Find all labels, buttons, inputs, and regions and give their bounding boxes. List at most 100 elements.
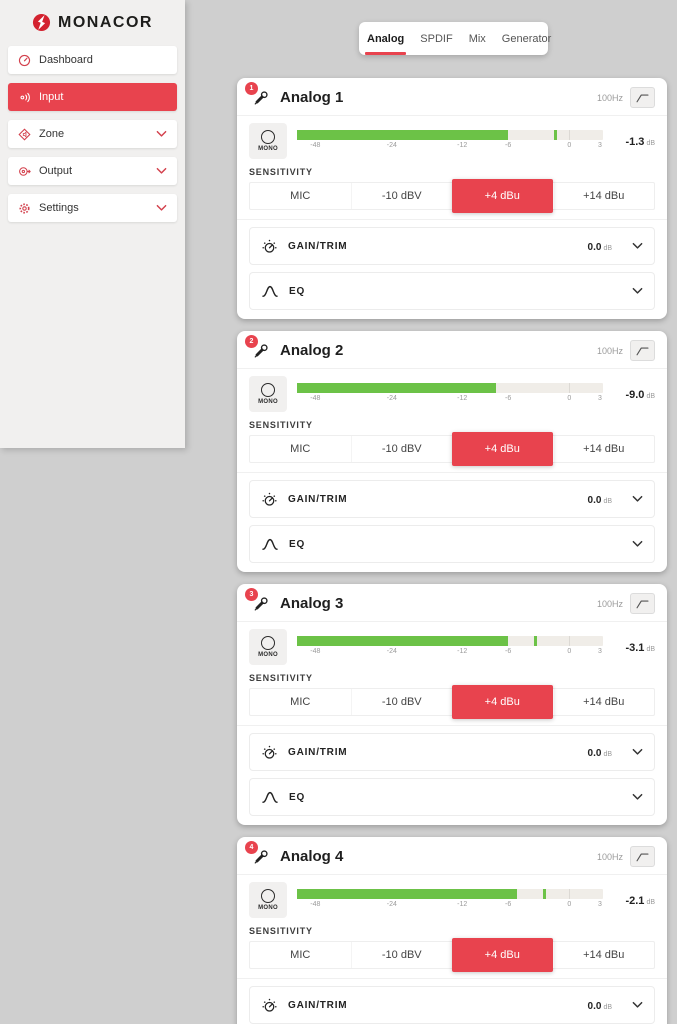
meter-zero-tick [568,382,570,393]
gain-trim-row[interactable]: GAIN/TRIM 0.0 dB [249,227,655,265]
mono-icon [261,889,275,903]
gain-value-unit: dB [603,245,612,252]
chevron-down-icon[interactable] [632,793,643,801]
sensitivity-option[interactable]: +14 dBu [552,942,655,968]
sensitivity-selector: MIC -10 dBV +4 dBu +14 dBu [249,432,655,466]
sensitivity-option[interactable]: MIC [290,949,311,961]
sensitivity-option[interactable]: +4 dBu [452,179,553,213]
mono-icon [261,383,275,397]
settings-icon [18,202,31,215]
channel-card-header: 2 Analog 2 100Hz [237,331,667,369]
gain-value-number: 0.0 [587,495,602,506]
sidebar-item-input[interactable]: Input [8,83,177,111]
tab-mix[interactable]: Mix [461,22,494,55]
mono-button[interactable]: MONO [249,629,287,665]
level-meter: -48 -24 -12 -6 0 3 [297,635,603,659]
chevron-down-icon [156,167,167,175]
chevron-down-icon[interactable] [632,540,643,548]
gain-trim-value: 0.0 dB [588,237,612,255]
monacor-logo-icon [32,13,51,32]
channel-title: Analog 4 [280,848,344,865]
tab-spdif[interactable]: SPDIF [412,22,460,55]
meter-fill [297,635,509,646]
microphone-icon: 2 [245,334,271,361]
sensitivity-option[interactable]: MIC [290,696,311,708]
sidebar-item-zone[interactable]: Zone [8,120,177,148]
sidebar-item-output[interactable]: Output [8,157,177,185]
meter-fill [297,888,518,899]
section-divider [237,219,667,220]
channel-card-header-left: 3 Analog 3 [245,587,344,614]
mono-button-label: MONO [258,146,278,152]
meter-scale-label: -12 [457,394,468,402]
sensitivity-label: SENSITIVITY [249,167,313,177]
highpass-filter-button[interactable] [630,340,655,361]
meter-scale-label: 0 [567,141,572,149]
hpf-frequency-label: 100Hz [596,92,623,103]
sensitivity-option[interactable]: +14 dBu [552,689,655,715]
sensitivity-option[interactable]: -10 dBV [350,183,453,209]
gain-trim-row[interactable]: GAIN/TRIM 0.0 dB [249,986,655,1024]
meter-track [297,888,603,899]
meter-scale-label: -48 [310,141,321,149]
channel-number-badge: 2 [245,334,258,348]
chevron-down-icon[interactable] [632,748,643,756]
sensitivity-label: SENSITIVITY [249,926,313,936]
sensitivity-option[interactable]: MIC [290,443,311,455]
mono-button[interactable]: MONO [249,123,287,159]
chevron-down-icon[interactable] [632,495,643,503]
output-icon [18,165,31,178]
sensitivity-option[interactable]: -10 dBV [350,942,453,968]
meter-scale-label: 3 [597,647,602,655]
chevron-down-icon[interactable] [632,1001,643,1009]
eq-row[interactable]: EQ [249,778,655,816]
meter-scale-label: -6 [505,647,512,655]
section-divider [237,978,667,979]
sensitivity-option[interactable]: -10 dBV [350,436,453,462]
knob-icon [261,491,278,508]
channel-title: Analog 1 [280,89,344,106]
sensitivity-option[interactable]: +14 dBu [552,436,655,462]
eq-row[interactable]: EQ [249,272,655,310]
zone-icon [18,127,31,141]
channel-card-header-right: 100Hz [597,593,655,614]
meter-scale-label: -48 [310,394,321,402]
gain-trim-row[interactable]: GAIN/TRIM 0.0 dB [249,733,655,771]
eq-row[interactable]: EQ [249,525,655,563]
sensitivity-option[interactable]: +4 dBu [452,432,553,466]
eq-label: EQ [289,285,306,297]
knob-icon [261,744,278,761]
mono-button[interactable]: MONO [249,882,287,918]
highpass-filter-button[interactable] [630,846,655,867]
meter-value: -9.0 dB [613,385,655,403]
meter-value-unit: dB [646,646,655,653]
sensitivity-option[interactable]: +14 dBu [552,183,655,209]
sidebar-item-label: Settings [39,202,79,214]
meter-scale-label: -24 [386,900,397,908]
sensitivity-option[interactable]: +4 dBu [452,685,553,719]
tab-analog[interactable]: Analog [359,22,412,55]
eq-curve-icon [261,537,279,551]
chevron-down-icon[interactable] [632,242,643,250]
meter-scale-label: 3 [597,394,602,402]
sensitivity-option[interactable]: +4 dBu [452,938,553,972]
sidebar: MONACOR Dashboard Input Zone Output Settings [0,0,185,448]
meter-scale-label: 0 [567,647,572,655]
sensitivity-option[interactable]: -10 dBV [350,689,453,715]
sidebar-item-dashboard[interactable]: Dashboard [8,46,177,74]
highpass-filter-button[interactable] [630,87,655,108]
meter-scale-label: 0 [567,394,572,402]
hpf-frequency-label: 100Hz [596,598,623,609]
gain-value-unit: dB [603,498,612,505]
chevron-down-icon[interactable] [632,287,643,295]
gain-trim-row[interactable]: GAIN/TRIM 0.0 dB [249,480,655,518]
gain-trim-label: GAIN/TRIM [288,493,348,505]
tab-generator[interactable]: Generator [494,22,560,55]
meter-scale: -48 -24 -12 -6 0 3 [297,648,603,659]
channel-card-header-right: 100Hz [597,846,655,867]
sensitivity-option[interactable]: MIC [290,190,311,202]
channel-title: Analog 3 [280,595,344,612]
highpass-filter-button[interactable] [630,593,655,614]
mono-button[interactable]: MONO [249,376,287,412]
sidebar-item-settings[interactable]: Settings [8,194,177,222]
